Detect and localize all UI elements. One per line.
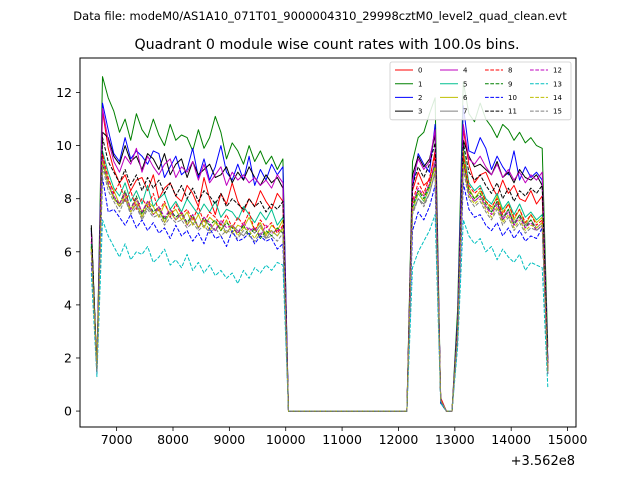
legend-label-5: 5: [463, 80, 467, 88]
legend-label-13: 13: [553, 80, 562, 88]
axes-frame: [79, 57, 577, 428]
legend-label-12: 12: [553, 67, 562, 75]
x-tick-label: 9000: [213, 432, 245, 447]
plot-area: [90, 76, 549, 412]
y-tick-label: 10: [56, 138, 72, 153]
series-line-13: [90, 214, 549, 412]
x-tick-label: 7000: [101, 432, 133, 447]
chart-suptitle: Data file: modeM0/AS1A10_071T01_90000043…: [73, 9, 567, 23]
legend-label-2: 2: [418, 94, 422, 102]
axes-layer: 7000 8000 9000 10000 11000 12000 13000 14000 150…: [56, 85, 587, 447]
legend-label-15: 15: [553, 108, 562, 116]
legend-frame: [389, 61, 572, 121]
legend-label-3: 3: [418, 108, 422, 116]
legend-label-7: 7: [463, 108, 467, 116]
series-layer: [90, 76, 549, 412]
x-tick-label: 14000: [491, 432, 531, 447]
legend-label-0: 0: [418, 67, 422, 75]
legend-label-4: 4: [463, 67, 468, 75]
legend-label-6: 6: [463, 94, 468, 102]
y-tick-label: 4: [64, 297, 72, 312]
legend-label-8: 8: [508, 67, 512, 75]
legend-label-14: 14: [553, 94, 562, 102]
legend-label-9: 9: [508, 80, 512, 88]
series-line-12: [90, 158, 549, 412]
legend-label-1: 1: [418, 80, 422, 88]
legend-label-11: 11: [508, 108, 517, 116]
y-tick-label: 0: [64, 404, 72, 419]
x-tick-label: 11000: [322, 432, 362, 447]
x-tick-label: 12000: [379, 432, 419, 447]
series-line-15: [90, 166, 549, 412]
y-tick-label: 2: [64, 350, 72, 365]
y-tick-label: 12: [56, 85, 72, 100]
x-tick-label: 10000: [266, 432, 306, 447]
y-tick-label: 8: [64, 191, 72, 206]
series-line-11: [90, 137, 549, 412]
y-tick-label: 6: [64, 244, 72, 259]
x-tick-label: 15000: [548, 432, 588, 447]
chart-title: Quadrant 0 module wise count rates with …: [134, 37, 519, 53]
x-tick-label: 13000: [435, 432, 475, 447]
x-offset-label: +3.562e8: [511, 454, 575, 469]
x-tick-label: 8000: [157, 432, 189, 447]
legend-label-10: 10: [508, 94, 517, 102]
